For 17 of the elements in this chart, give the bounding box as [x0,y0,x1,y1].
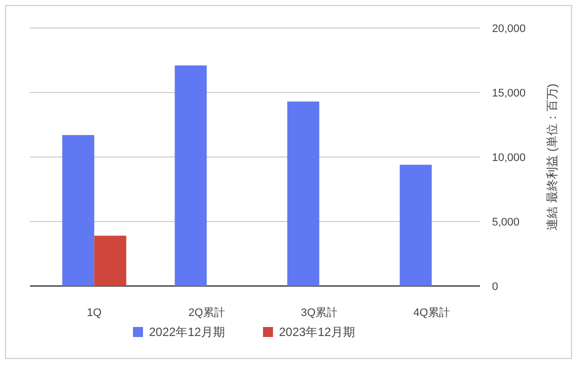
y-axis-title: 連結 最終利益 (単位：百万) [545,84,559,230]
bar [400,164,432,286]
legend-label: 2023年12月期 [279,325,356,339]
bar [287,102,320,286]
x-tick-label: 1Q [86,307,102,319]
y-tick-label: 10,000 [492,152,526,164]
y-tick-label: 0 [492,281,498,293]
x-tick-label: 4Q累計 [413,306,450,319]
y-tick-label: 5,000 [492,216,520,228]
y-tick-label: 20,000 [492,23,526,35]
legend-label: 2022年12月期 [149,325,226,339]
y-tick-label: 15,000 [492,88,526,100]
bar [174,65,207,286]
x-tick-label: 3Q累計 [300,306,338,319]
bar [94,236,126,286]
bar [62,135,94,286]
x-tick-label: 2Q累計 [188,306,226,319]
